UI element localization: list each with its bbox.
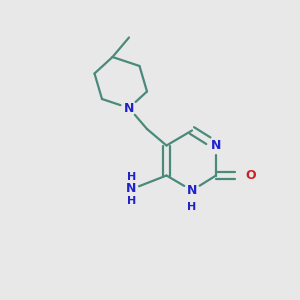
Text: N: N <box>211 139 221 152</box>
Text: H: H <box>128 196 136 206</box>
Text: H: H <box>128 172 136 182</box>
Text: N: N <box>187 184 197 197</box>
Text: N: N <box>126 182 136 196</box>
Text: H: H <box>188 202 196 212</box>
Text: O: O <box>245 169 256 182</box>
Text: N: N <box>124 101 134 115</box>
